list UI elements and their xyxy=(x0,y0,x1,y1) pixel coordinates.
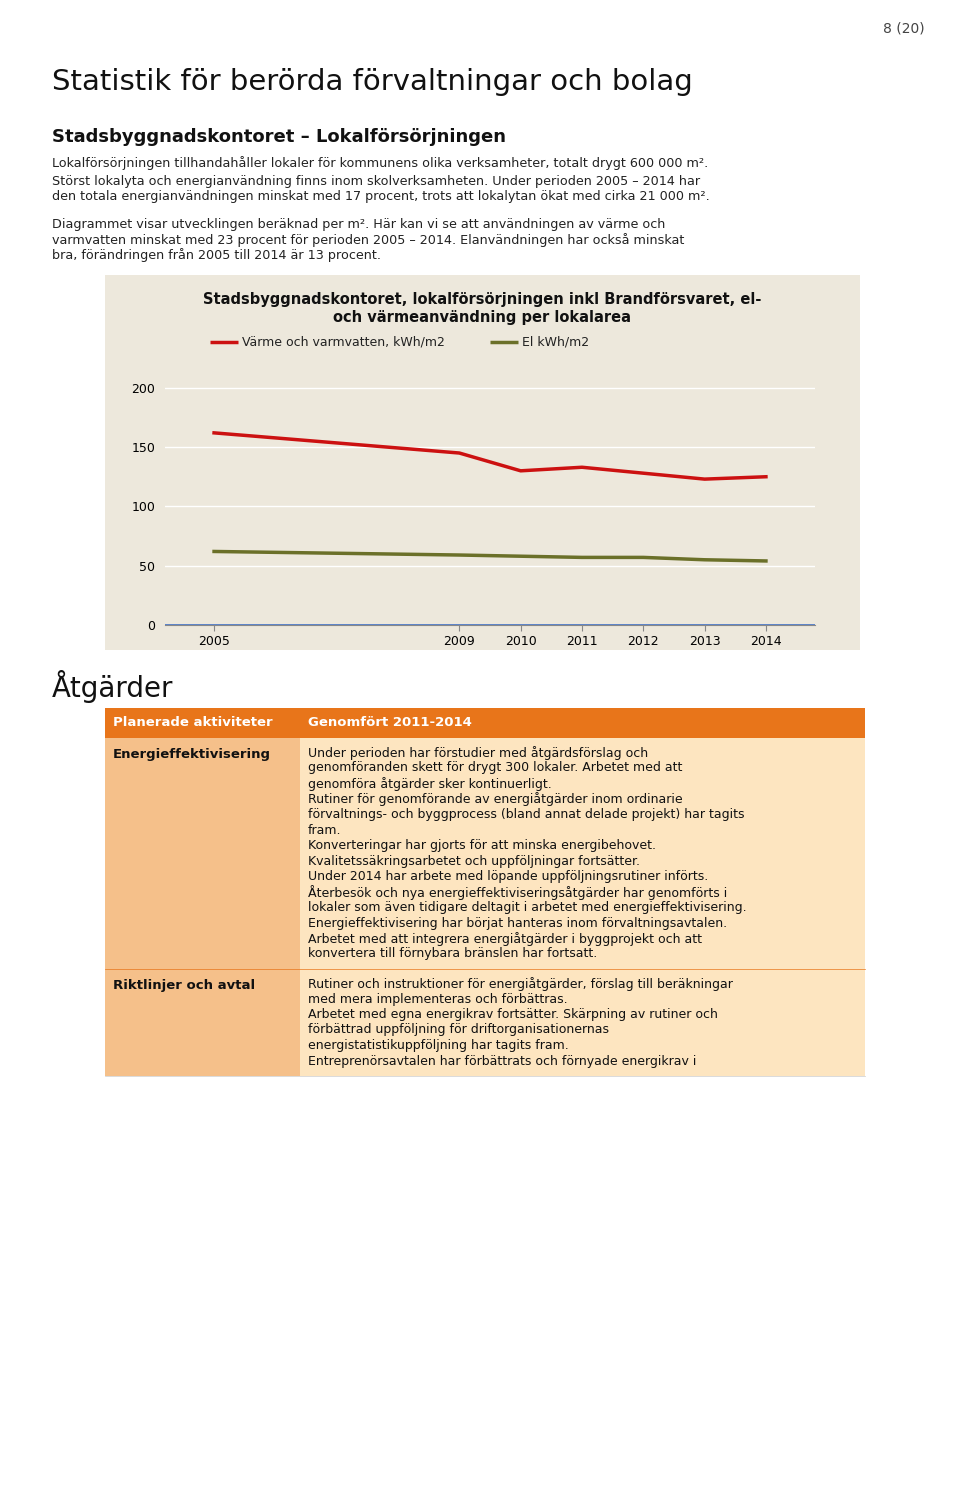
Text: lokaler som även tidigare deltagit i arbetet med energieffektivisering.: lokaler som även tidigare deltagit i arb… xyxy=(308,901,747,914)
Text: energistatistikuppföljning har tagits fram.: energistatistikuppföljning har tagits fr… xyxy=(308,1039,568,1052)
Text: Arbetet med att integrera energiåtgärder i byggprojekt och att: Arbetet med att integrera energiåtgärder… xyxy=(308,932,702,947)
Text: förvaltnings- och byggprocess (bland annat delade projekt) har tagits: förvaltnings- och byggprocess (bland ann… xyxy=(308,808,745,820)
Text: Lokalförsörjningen tillhandahåller lokaler för kommunens olika verksamheter, tot: Lokalförsörjningen tillhandahåller lokal… xyxy=(52,156,708,169)
Text: Rutiner och instruktioner för energiåtgärder, förslag till beräkningar: Rutiner och instruktioner för energiåtgä… xyxy=(308,976,732,991)
Text: Stadsbyggnadskontoret, lokalförsörjningen inkl Brandförsvaret, el-: Stadsbyggnadskontoret, lokalförsörjninge… xyxy=(203,293,761,308)
Text: Konverteringar har gjorts för att minska energibehovet.: Konverteringar har gjorts för att minska… xyxy=(308,840,656,851)
Text: Genomfört 2011-2014: Genomfört 2011-2014 xyxy=(308,716,472,730)
Text: Entreprenörsavtalen har förbättrats och förnyade energikrav i: Entreprenörsavtalen har förbättrats och … xyxy=(308,1055,696,1067)
Text: med mera implementeras och förbättras.: med mera implementeras och förbättras. xyxy=(308,993,567,1006)
Bar xyxy=(105,739,300,969)
Text: Stadsbyggnadskontoret – Lokalförsörjningen: Stadsbyggnadskontoret – Lokalförsörjning… xyxy=(52,128,506,146)
Text: Statistik för berörda förvaltningar och bolag: Statistik för berörda förvaltningar och … xyxy=(52,68,693,97)
Text: förbättrad uppföljning för driftorganisationernas: förbättrad uppföljning för driftorganisa… xyxy=(308,1024,609,1037)
Bar xyxy=(105,969,300,1076)
Text: El kWh/m2: El kWh/m2 xyxy=(522,336,589,349)
Text: fram.: fram. xyxy=(308,823,342,837)
Bar xyxy=(105,275,860,649)
Text: Under 2014 har arbete med löpande uppföljningsrutiner införts.: Under 2014 har arbete med löpande uppföl… xyxy=(308,869,708,883)
Text: Energieffektivisering: Energieffektivisering xyxy=(113,747,271,761)
Text: Rutiner för genomförande av energiåtgärder inom ordinarie: Rutiner för genomförande av energiåtgärd… xyxy=(308,792,683,807)
Text: och värmeanvändning per lokalarea: och värmeanvändning per lokalarea xyxy=(333,311,631,325)
Text: Kvalitetssäkringsarbetet och uppföljningar fortsätter.: Kvalitetssäkringsarbetet och uppföljning… xyxy=(308,854,640,868)
Text: varmvatten minskat med 23 procent för perioden 2005 – 2014. Elanvändningen har o: varmvatten minskat med 23 procent för pe… xyxy=(52,233,684,247)
Bar xyxy=(300,739,865,969)
Text: konvertera till förnybara bränslen har fortsatt.: konvertera till förnybara bränslen har f… xyxy=(308,948,597,960)
Text: Arbetet med egna energikrav fortsätter. Skärpning av rutiner och: Arbetet med egna energikrav fortsätter. … xyxy=(308,1008,718,1021)
Text: Återbesök och nya energieffektiviseringsåtgärder har genomförts i: Återbesök och nya energieffektiviserings… xyxy=(308,886,728,901)
Text: genomföranden skett för drygt 300 lokaler. Arbetet med att: genomföranden skett för drygt 300 lokale… xyxy=(308,761,683,774)
Text: 8 (20): 8 (20) xyxy=(883,22,925,36)
Text: den totala energianvändningen minskat med 17 procent, trots att lokalytan ökat m: den totala energianvändningen minskat me… xyxy=(52,190,709,204)
Text: genomföra åtgärder sker kontinuerligt.: genomföra åtgärder sker kontinuerligt. xyxy=(308,777,552,791)
Text: Diagrammet visar utvecklingen beräknad per m². Här kan vi se att användningen av: Diagrammet visar utvecklingen beräknad p… xyxy=(52,218,665,230)
Text: Energieffektivisering har börjat hanteras inom förvaltningsavtalen.: Energieffektivisering har börjat hantera… xyxy=(308,917,727,930)
Text: Under perioden har förstudier med åtgärdsförslag och: Under perioden har förstudier med åtgärd… xyxy=(308,746,648,759)
Text: Riktlinjer och avtal: Riktlinjer och avtal xyxy=(113,979,255,993)
Bar xyxy=(300,969,865,1076)
Text: Planerade aktiviteter: Planerade aktiviteter xyxy=(113,716,273,730)
Text: Värme och varmvatten, kWh/m2: Värme och varmvatten, kWh/m2 xyxy=(242,336,444,349)
Bar xyxy=(105,707,865,739)
Text: bra, förändringen från 2005 till 2014 är 13 procent.: bra, förändringen från 2005 till 2014 är… xyxy=(52,248,381,262)
Text: Åtgärder: Åtgärder xyxy=(52,670,174,703)
Text: Störst lokalyta och energianvändning finns inom skolverksamheten. Under perioden: Störst lokalyta och energianvändning fin… xyxy=(52,175,700,189)
